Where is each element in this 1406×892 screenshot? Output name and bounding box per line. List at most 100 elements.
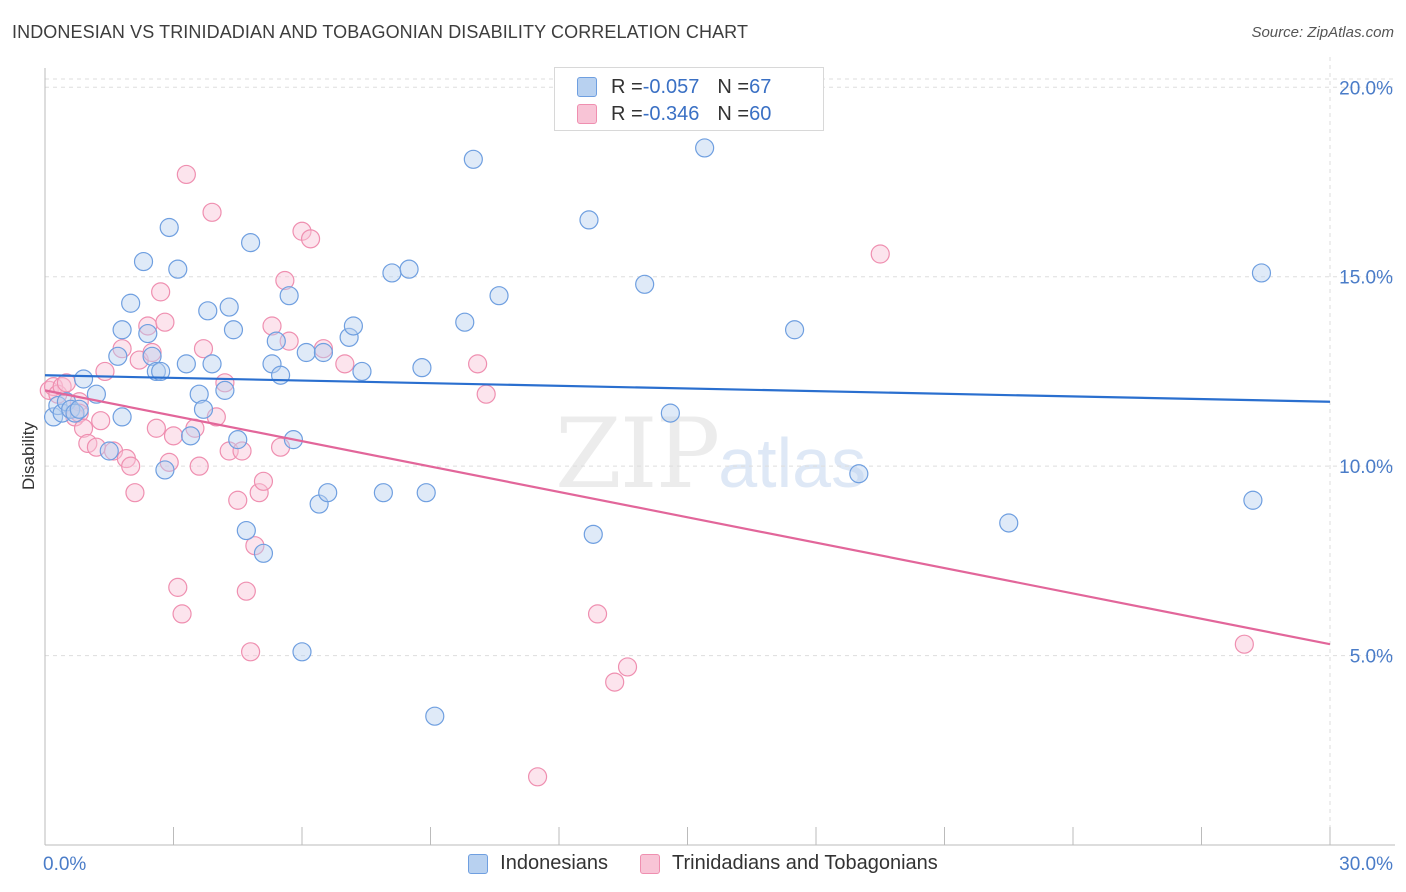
legend-n-value: 60: [749, 102, 772, 125]
indonesians-point: [112, 320, 132, 340]
indonesians-point: [399, 259, 419, 279]
trinidadians-point: [95, 361, 115, 382]
trinidadians-point: [168, 577, 188, 597]
trinidadians-trend-line: [44, 389, 1331, 646]
watermark: ZIPatlas: [555, 398, 866, 510]
indonesians-point: [416, 483, 436, 503]
indonesians-point: [155, 460, 175, 480]
indonesians-swatch: [468, 853, 489, 874]
indonesians-point: [108, 346, 128, 366]
trinidadians-point: [91, 411, 111, 431]
indonesians-point: [193, 399, 214, 419]
trinidadians-point: [249, 483, 269, 503]
series-indonesians-points: [43, 138, 1272, 726]
indonesians-point: [660, 403, 680, 423]
indonesians-point: [279, 286, 299, 306]
indonesians-point: [463, 149, 483, 169]
indonesians-point: [339, 327, 359, 347]
indonesians-point: [270, 365, 291, 385]
chart-title: INDONESIAN VS TRINIDADIAN AND TOBAGONIAN…: [12, 22, 749, 42]
indonesians-point: [313, 342, 334, 363]
legend-r-value: -0.346: [642, 102, 700, 125]
indonesians-point: [296, 342, 316, 363]
legend-item-indonesians[interactable]: Indonesians: [468, 852, 608, 875]
trinidadians-point: [335, 354, 355, 374]
legend-label: Trinidadians and Tobagonians: [672, 852, 938, 874]
indonesians-point: [489, 286, 509, 306]
indonesians-point: [138, 323, 158, 344]
trinidadians-swatch: [640, 853, 661, 874]
trinidadians-point: [151, 282, 171, 302]
indonesians-point: [635, 274, 655, 294]
trinidadians-point: [275, 270, 295, 291]
y-tick-label: 5.0%: [1350, 647, 1393, 668]
y-axis-title: Disability: [19, 421, 38, 490]
trinidadians-point: [236, 581, 256, 601]
indonesians-point: [133, 251, 154, 272]
watermark-zip: ZIP: [555, 398, 720, 510]
legend-r-label: R =: [611, 75, 643, 98]
trinidadians-point: [228, 490, 248, 510]
indonesians-point: [425, 706, 445, 726]
indonesians-point: [318, 483, 338, 503]
indonesians-point: [142, 346, 162, 366]
x-tick-label: 30.0%: [1339, 854, 1393, 875]
indonesians-point: [146, 361, 166, 382]
indonesians-point: [198, 301, 218, 321]
indonesians-trend-line: [44, 374, 1331, 403]
axes: [44, 68, 1395, 846]
indonesians-point: [352, 361, 372, 382]
indonesians-point: [999, 513, 1019, 533]
indonesians-point: [151, 361, 171, 382]
trinidadians-point: [193, 339, 214, 359]
trinidadians-point: [172, 604, 192, 624]
indonesians-point: [784, 320, 805, 340]
trinidadians-point: [125, 483, 145, 503]
indonesians-point: [236, 520, 256, 541]
trinidadians-point: [617, 657, 638, 677]
indonesians-point: [121, 293, 141, 313]
indonesians-point: [189, 384, 209, 404]
source-credit: Source: ZipAtlas.com: [1251, 24, 1394, 41]
trinidadians-point: [232, 441, 252, 461]
trinidadians-point: [146, 418, 166, 438]
trinidadians-point: [870, 244, 890, 264]
indonesians-point: [69, 399, 89, 419]
indonesians-point: [849, 464, 869, 484]
legend-row-trinidadians: R = -0.346 N = 60: [577, 101, 771, 127]
legend-label: Indonesians: [500, 852, 609, 874]
x-tick-label: 0.0%: [43, 854, 86, 875]
trinidadians-point: [300, 229, 321, 249]
indonesians-point: [176, 354, 196, 374]
indonesians-point: [343, 316, 363, 336]
trinidadians-point: [73, 418, 94, 438]
trinidadians-swatch: [577, 104, 597, 124]
indonesians-point: [241, 233, 261, 253]
trinidadians-point: [1234, 634, 1254, 654]
indonesians-point: [579, 210, 599, 230]
indonesians-point: [695, 138, 715, 158]
trinidadians-point: [241, 642, 261, 662]
tick-labels: 5.0% 10.0% 15.0% 20.0% 0.0% 30.0% Disability: [19, 78, 1393, 875]
trinidadians-point: [163, 426, 184, 446]
legend-r-value: -0.057: [642, 75, 700, 98]
series-legend: Indonesians Trinidadians and Tobagonians: [0, 852, 1406, 875]
indonesians-point: [266, 331, 286, 351]
indonesians-point: [455, 312, 475, 332]
trinidadians-point: [527, 767, 548, 787]
trinidadians-point: [253, 471, 274, 491]
y-tick-label: 10.0%: [1339, 457, 1393, 478]
indonesians-point: [73, 369, 94, 389]
y-tick-label: 20.0%: [1339, 78, 1393, 99]
trinidadians-point: [476, 384, 496, 404]
indonesians-point: [583, 524, 603, 544]
legend-item-trinidadians[interactable]: Trinidadians and Tobagonians: [640, 852, 938, 875]
trinidadians-point: [605, 672, 625, 692]
indonesians-point: [1251, 263, 1272, 283]
indonesians-swatch: [577, 77, 597, 97]
trend-lines: [44, 374, 1331, 646]
indonesians-point: [112, 407, 132, 427]
legend-r-label: R =: [611, 102, 643, 125]
indonesians-point: [412, 358, 432, 378]
